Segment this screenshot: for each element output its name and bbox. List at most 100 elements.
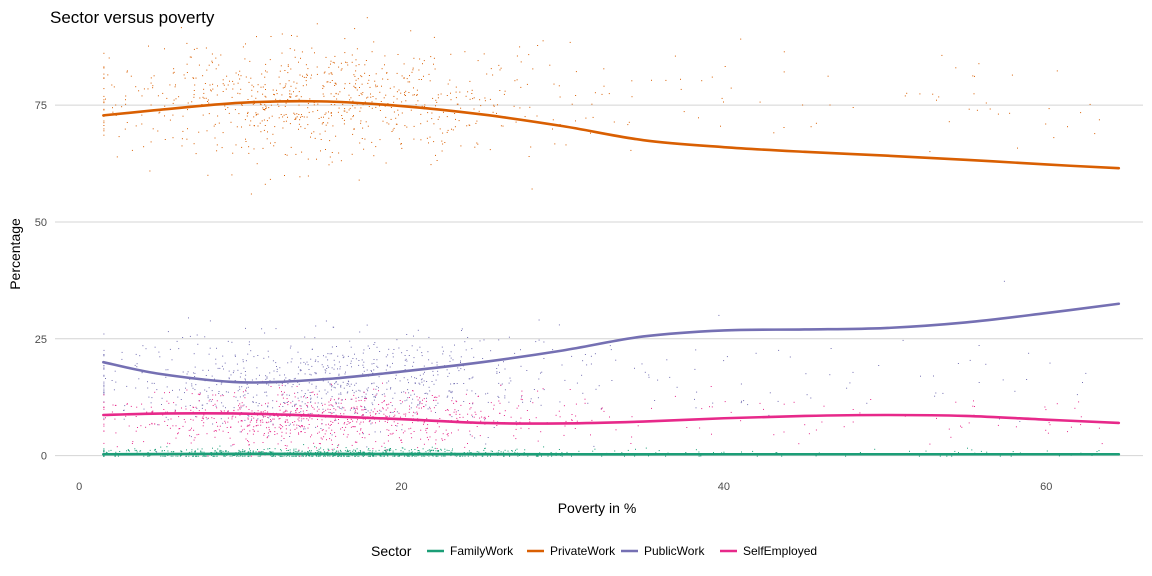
point bbox=[296, 82, 298, 84]
point bbox=[119, 451, 121, 452]
point bbox=[334, 420, 336, 422]
point bbox=[314, 394, 315, 396]
point bbox=[385, 369, 387, 371]
point bbox=[246, 383, 248, 385]
point bbox=[260, 86, 262, 88]
point bbox=[251, 84, 253, 86]
point bbox=[345, 371, 346, 373]
point bbox=[463, 369, 465, 371]
point bbox=[325, 124, 327, 126]
point bbox=[174, 86, 176, 88]
point bbox=[103, 88, 105, 90]
point bbox=[379, 91, 381, 93]
point bbox=[371, 141, 373, 143]
point bbox=[369, 420, 371, 422]
point bbox=[428, 73, 430, 75]
point bbox=[189, 451, 191, 453]
point bbox=[487, 401, 489, 403]
point bbox=[327, 122, 329, 124]
point bbox=[331, 404, 333, 406]
point bbox=[239, 376, 241, 378]
point bbox=[385, 356, 387, 358]
point bbox=[232, 454, 234, 456]
point bbox=[1101, 443, 1103, 445]
point bbox=[414, 377, 416, 379]
point bbox=[143, 88, 145, 90]
point bbox=[248, 444, 250, 446]
point bbox=[378, 387, 379, 389]
point bbox=[195, 406, 197, 408]
point bbox=[113, 86, 115, 88]
point bbox=[294, 113, 296, 115]
point bbox=[194, 84, 196, 86]
point bbox=[516, 407, 518, 409]
point bbox=[351, 61, 353, 63]
point bbox=[103, 77, 105, 79]
point bbox=[781, 455, 783, 457]
point bbox=[234, 380, 236, 381]
point bbox=[529, 106, 531, 108]
point bbox=[139, 450, 141, 452]
point bbox=[332, 455, 334, 457]
point bbox=[235, 396, 237, 398]
point bbox=[359, 331, 361, 333]
point bbox=[178, 416, 180, 418]
point bbox=[280, 440, 282, 442]
point bbox=[231, 455, 233, 457]
point bbox=[209, 399, 211, 400]
point bbox=[674, 395, 676, 397]
point bbox=[298, 104, 300, 106]
point bbox=[263, 109, 265, 110]
point bbox=[571, 419, 573, 421]
point bbox=[426, 397, 427, 399]
point bbox=[201, 404, 203, 406]
point bbox=[308, 111, 310, 113]
point bbox=[313, 131, 315, 133]
point bbox=[441, 346, 443, 348]
point bbox=[238, 451, 240, 453]
point bbox=[634, 455, 636, 457]
point bbox=[433, 396, 435, 398]
point bbox=[237, 369, 239, 371]
point bbox=[228, 112, 230, 114]
point bbox=[365, 412, 367, 413]
point bbox=[237, 390, 239, 392]
point bbox=[343, 407, 345, 409]
point bbox=[386, 72, 388, 74]
point bbox=[417, 100, 419, 102]
point bbox=[103, 442, 105, 444]
point bbox=[355, 382, 357, 384]
point bbox=[432, 97, 434, 99]
point bbox=[730, 87, 732, 89]
point bbox=[359, 450, 361, 451]
point bbox=[257, 455, 259, 457]
point bbox=[483, 53, 485, 55]
point bbox=[211, 53, 213, 55]
point bbox=[212, 83, 214, 85]
point bbox=[331, 80, 333, 81]
point bbox=[539, 452, 541, 454]
point bbox=[412, 94, 414, 96]
point bbox=[285, 102, 287, 104]
point bbox=[330, 63, 331, 65]
point bbox=[484, 97, 486, 99]
point bbox=[276, 371, 278, 373]
point bbox=[355, 397, 357, 399]
point bbox=[117, 455, 119, 457]
point bbox=[206, 403, 208, 405]
point bbox=[288, 80, 290, 82]
point bbox=[957, 363, 959, 364]
point bbox=[223, 368, 224, 370]
point bbox=[325, 356, 327, 358]
point bbox=[103, 99, 105, 101]
point bbox=[164, 105, 166, 107]
point bbox=[375, 73, 377, 75]
point bbox=[680, 78, 681, 80]
point bbox=[1080, 424, 1082, 426]
point bbox=[368, 455, 370, 457]
point bbox=[441, 150, 443, 152]
point bbox=[426, 120, 428, 122]
point bbox=[257, 418, 259, 420]
point bbox=[296, 35, 298, 37]
point bbox=[297, 373, 299, 375]
